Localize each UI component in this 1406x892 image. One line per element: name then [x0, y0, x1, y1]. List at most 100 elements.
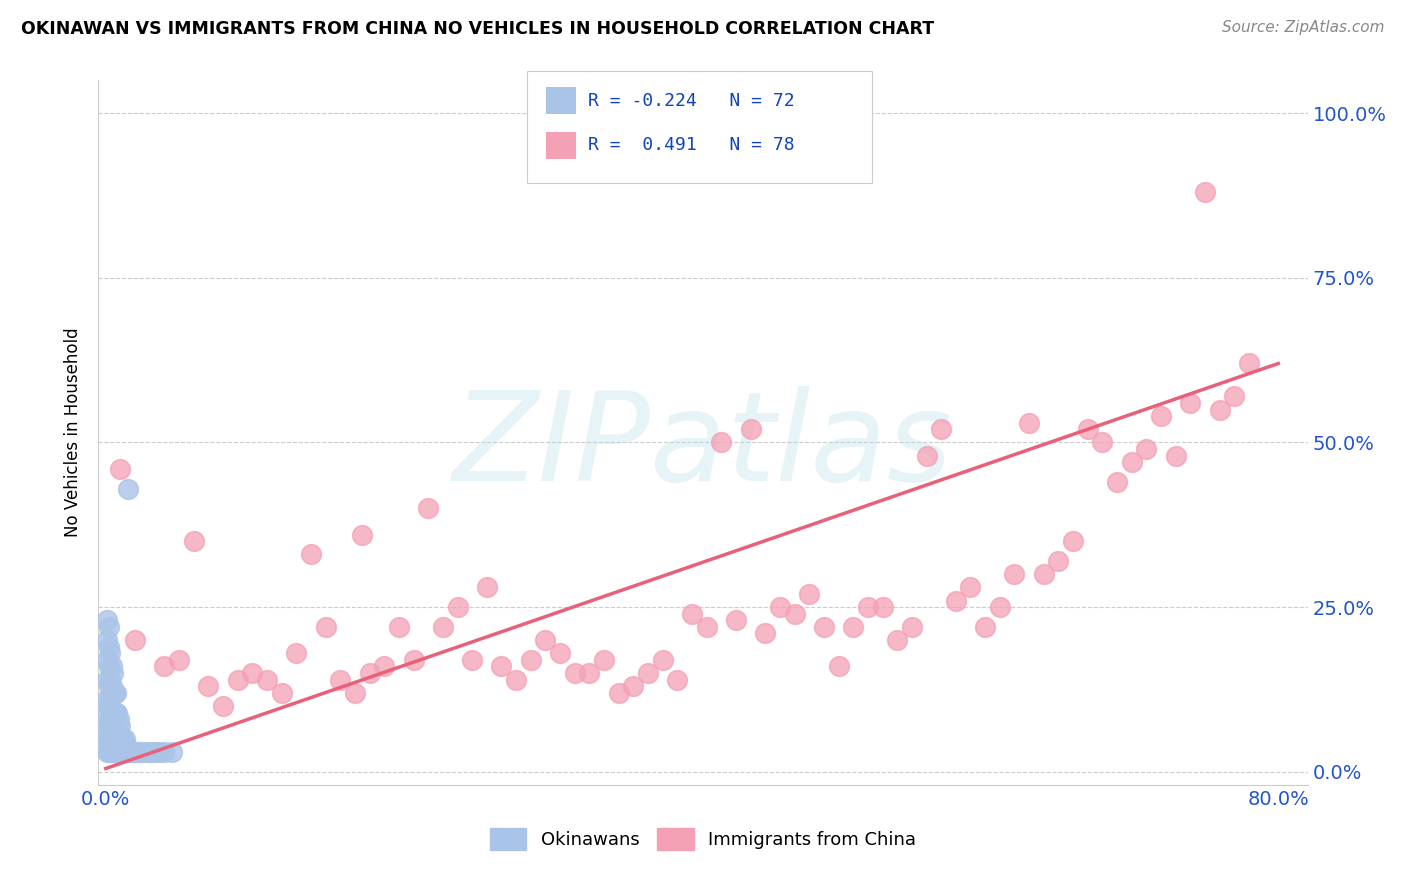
Point	[103, 745, 125, 759]
Point	[107, 745, 129, 759]
Point	[1091, 435, 1114, 450]
Point	[183, 534, 205, 549]
Point	[167, 653, 190, 667]
Point	[1004, 567, 1026, 582]
Point	[1223, 389, 1246, 403]
Point	[121, 745, 143, 759]
Point	[97, 698, 120, 713]
Point	[1180, 396, 1202, 410]
Point	[110, 462, 132, 476]
Point	[945, 593, 967, 607]
Point	[108, 725, 131, 739]
Point	[110, 745, 132, 759]
Point	[299, 548, 322, 562]
Point	[329, 673, 352, 687]
Point	[1208, 402, 1230, 417]
Point	[153, 745, 176, 759]
Point	[96, 653, 118, 667]
Point	[1150, 409, 1173, 424]
Point	[1077, 422, 1099, 436]
Point	[929, 422, 952, 436]
Point	[432, 620, 454, 634]
Point	[974, 620, 997, 634]
Point	[101, 745, 124, 759]
Point	[724, 613, 747, 627]
Point	[97, 731, 120, 746]
Point	[98, 646, 121, 660]
Point	[111, 745, 134, 759]
Point	[256, 673, 278, 687]
Point	[842, 620, 865, 634]
Text: R =  0.491   N = 78: R = 0.491 N = 78	[588, 136, 794, 154]
Point	[402, 653, 425, 667]
Point	[96, 692, 118, 706]
Point	[769, 600, 792, 615]
Point	[505, 673, 527, 687]
Point	[103, 686, 125, 700]
Point	[122, 745, 145, 759]
Point	[343, 686, 366, 700]
Point	[101, 731, 124, 746]
Point	[1237, 356, 1260, 370]
Point	[110, 719, 132, 733]
Point	[388, 620, 411, 634]
Point	[111, 731, 134, 746]
Point	[1164, 449, 1187, 463]
Point	[461, 653, 484, 667]
Point	[534, 633, 557, 648]
Point	[520, 653, 543, 667]
Point	[124, 745, 146, 759]
Point	[564, 665, 586, 680]
Point	[1194, 186, 1216, 200]
Point	[101, 665, 124, 680]
Point	[108, 745, 131, 759]
Point	[783, 607, 806, 621]
Point	[1062, 534, 1084, 549]
Point	[100, 725, 122, 739]
Point	[110, 731, 132, 746]
Point	[105, 686, 128, 700]
Point	[160, 745, 183, 759]
Point	[270, 686, 292, 700]
Point	[114, 745, 136, 759]
Point	[105, 745, 128, 759]
Text: ZIPatlas: ZIPatlas	[453, 386, 953, 508]
Point	[96, 673, 118, 687]
Point	[96, 633, 118, 648]
Point	[1032, 567, 1054, 582]
Point	[120, 745, 142, 759]
Point	[118, 745, 141, 759]
Point	[359, 665, 381, 680]
Point	[107, 725, 129, 739]
Point	[100, 679, 122, 693]
Point	[100, 745, 122, 759]
Point	[475, 581, 498, 595]
Point	[115, 739, 138, 753]
Point	[138, 745, 160, 759]
Point	[240, 665, 263, 680]
Point	[872, 600, 894, 615]
Point	[1135, 442, 1157, 456]
Point	[637, 665, 659, 680]
Point	[315, 620, 337, 634]
Text: R = -0.224   N = 72: R = -0.224 N = 72	[588, 92, 794, 110]
Point	[127, 745, 149, 759]
Point	[97, 719, 120, 733]
Point	[98, 692, 121, 706]
Point	[96, 731, 118, 746]
Point	[97, 679, 120, 693]
Point	[681, 607, 703, 621]
Point	[607, 686, 630, 700]
Point	[696, 620, 718, 634]
Point	[212, 698, 235, 713]
Point	[813, 620, 835, 634]
Point	[97, 640, 120, 654]
Point	[226, 673, 249, 687]
Point	[96, 613, 118, 627]
Point	[1018, 416, 1040, 430]
Point	[491, 659, 513, 673]
Point	[103, 706, 125, 720]
Point	[153, 659, 176, 673]
Y-axis label: No Vehicles in Household: No Vehicles in Household	[65, 327, 83, 538]
Point	[651, 653, 673, 667]
